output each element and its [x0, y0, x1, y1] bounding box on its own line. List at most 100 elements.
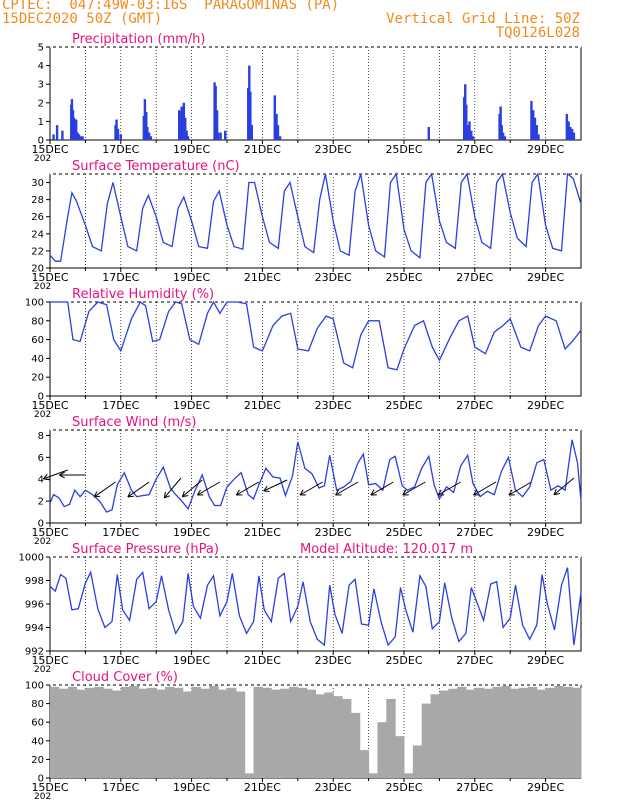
x-tick-label: 29DEC: [527, 399, 564, 412]
y-tick-label: 30: [31, 178, 44, 189]
wind-arrowhead: [164, 495, 171, 499]
cloud-bar: [536, 689, 547, 778]
precip-bar: [537, 134, 540, 140]
precip-bar: [278, 136, 282, 140]
cloud-bar: [129, 685, 139, 778]
cloud-bar: [111, 690, 122, 778]
x-tick-label: 17DEC: [102, 399, 139, 412]
cloud-bar: [315, 694, 325, 778]
wind-arrow: [508, 481, 532, 496]
wind-arrowhead: [93, 491, 98, 498]
precip-bar: [81, 136, 84, 140]
x-tick-label: 15DEC: [31, 143, 68, 156]
x-tick-label: 21DEC: [244, 271, 281, 284]
x-tick-label: 21DEC: [244, 781, 281, 794]
precip-bar: [535, 125, 538, 140]
x-tick-label: 15DEC: [31, 654, 68, 667]
x-tick-label: 17DEC: [102, 271, 139, 284]
precip-bar: [249, 91, 252, 140]
y-tick-label: 60: [31, 335, 44, 346]
precip-bar: [503, 136, 507, 140]
y-tick-label: 3: [38, 80, 44, 91]
y-tick-label: 0: [38, 136, 44, 147]
precip-bar: [224, 130, 227, 140]
x-tick-label: 19DEC: [173, 781, 210, 794]
y-tick-label: 24: [31, 229, 44, 240]
wind-arrowhead: [553, 488, 557, 495]
precip-bar: [216, 132, 220, 140]
x-tick-label: 23DEC: [315, 781, 352, 794]
precip-bar: [215, 110, 219, 140]
x-tick-label: 25DEC: [385, 271, 422, 284]
x-tick-label: 17DEC: [102, 781, 139, 794]
grid-line-note: Vertical Grid Line: 50Z: [386, 11, 580, 27]
panel-title: Relative Humidity (%): [72, 287, 214, 302]
cloud-bar: [395, 736, 405, 778]
y-tick-label: 28: [31, 195, 44, 206]
x-tick-label: 25DEC: [385, 399, 422, 412]
wind-arrowhead: [335, 489, 340, 496]
precip-bar: [185, 130, 188, 140]
cloud-bar: [324, 692, 334, 778]
precip-bar: [143, 99, 147, 140]
cloud-bar: [253, 686, 263, 778]
cloud-bar: [235, 691, 246, 778]
cloud-bar: [120, 686, 131, 778]
cloud-bar: [244, 773, 255, 778]
series-line: [49, 439, 582, 513]
cloud-bar: [271, 689, 281, 778]
x-year-label: 202: [34, 282, 51, 292]
y-tick-label: 26: [31, 212, 44, 223]
precip-bar: [567, 121, 570, 140]
x-tick-label: 27DEC: [456, 526, 493, 539]
precip-bar: [273, 95, 276, 140]
x-tick-label: 29DEC: [527, 526, 564, 539]
cloud-bar: [165, 686, 175, 778]
wind-arrowhead: [508, 489, 513, 496]
y-tick-label: 80: [31, 699, 44, 710]
wind-arrowhead: [370, 489, 375, 496]
y-tick-label: 100: [25, 681, 44, 692]
wind-arrowhead: [43, 478, 50, 481]
cloud-bar: [483, 688, 493, 778]
cloud-bar: [333, 696, 343, 778]
cloud-bar: [147, 687, 157, 778]
x-tick-label: 29DEC: [527, 271, 564, 284]
x-tick-label: 19DEC: [173, 526, 210, 539]
wind-arrowhead: [127, 491, 131, 498]
wind-arrow: [402, 481, 426, 496]
y-tick-label: 0: [38, 774, 44, 785]
precip-bar: [219, 132, 222, 140]
panel-title: Precipitation (mm/h): [72, 32, 205, 47]
cloud-bar: [430, 694, 440, 778]
x-tick-label: 25DEC: [385, 526, 422, 539]
precip-bar: [52, 134, 55, 140]
panel-title: Surface Wind (m/s): [72, 415, 196, 430]
cloud-bar: [412, 745, 423, 778]
series-line: [50, 300, 582, 371]
wind-arrowhead: [94, 495, 101, 498]
y-tick-label: 1: [38, 117, 44, 128]
cloud-bar: [368, 773, 378, 778]
cloud-bar: [58, 688, 69, 778]
y-tick-label: 80: [31, 316, 44, 327]
cloud-bar: [404, 773, 414, 778]
wind-arrow: [299, 481, 323, 496]
precip-bar: [501, 132, 505, 140]
y-tick-label: 5: [38, 43, 44, 54]
x-tick-label: 21DEC: [244, 399, 281, 412]
cloud-bar: [342, 698, 352, 778]
panel-frame: [49, 173, 582, 269]
precip-bar: [500, 125, 503, 140]
x-year-label: 202: [34, 665, 51, 675]
x-tick-label: 27DEC: [456, 143, 493, 156]
precip-bar: [77, 134, 81, 140]
wind-arrowhead: [196, 489, 201, 496]
y-tick-label: 6: [38, 453, 44, 464]
cloud-bar: [572, 687, 582, 778]
y-tick-label: 998: [25, 576, 44, 587]
x-tick-label: 23DEC: [315, 143, 352, 156]
x-tick-label: 23DEC: [315, 399, 352, 412]
cloud-bar: [421, 703, 432, 778]
precip-bar: [466, 125, 469, 140]
